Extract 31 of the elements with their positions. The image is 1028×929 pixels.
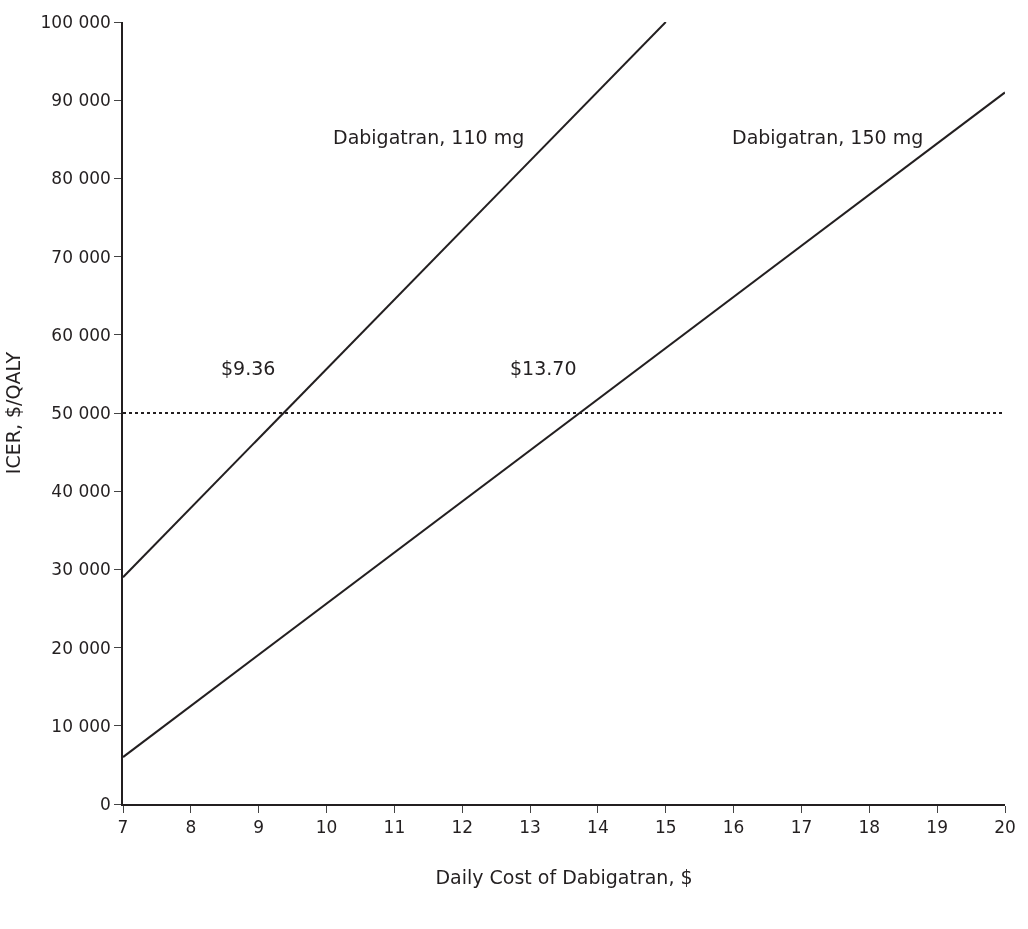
x-tick-label: 7 bbox=[117, 817, 129, 838]
annotation: $13.70 bbox=[510, 357, 577, 379]
annotation: $9.36 bbox=[221, 357, 276, 379]
x-tick-label: 15 bbox=[654, 817, 677, 838]
y-tick-label: 20 000 bbox=[51, 637, 111, 658]
x-tick-label: 14 bbox=[587, 817, 609, 838]
x-tick-label: 9 bbox=[253, 817, 265, 838]
y-tick-label: 0 bbox=[100, 793, 111, 814]
y-tick-label: 60 000 bbox=[51, 324, 111, 345]
x-tick-label: 18 bbox=[858, 817, 881, 838]
x-axis-title: Daily Cost of Dabigatran, $ bbox=[435, 866, 693, 889]
y-tick-label: 70 000 bbox=[51, 246, 111, 267]
x-tick-label: 19 bbox=[926, 817, 948, 838]
y-tick-label: 10 000 bbox=[51, 715, 111, 736]
x-tick-label: 11 bbox=[383, 817, 406, 838]
x-tick-label: 13 bbox=[519, 817, 541, 838]
y-axis-title: ICER, $/QALY bbox=[1, 351, 24, 475]
series-label: Dabigatran, 110 mg bbox=[333, 126, 525, 148]
y-tick-label: 40 000 bbox=[51, 481, 111, 502]
x-tick-label: 20 bbox=[994, 817, 1016, 838]
series-label: Dabigatran, 150 mg bbox=[732, 126, 924, 148]
x-tick-label: 10 bbox=[315, 817, 338, 838]
x-tick-label: 17 bbox=[790, 817, 813, 838]
x-tick-label: 16 bbox=[722, 817, 745, 838]
y-tick-label: 100 000 bbox=[40, 11, 111, 32]
x-tick-label: 8 bbox=[185, 817, 197, 838]
y-tick-label: 90 000 bbox=[51, 90, 111, 111]
y-tick-label: 30 000 bbox=[51, 559, 111, 580]
y-tick-label: 50 000 bbox=[51, 402, 111, 423]
x-tick-label: 12 bbox=[451, 817, 474, 838]
y-tick-label: 80 000 bbox=[51, 168, 111, 189]
